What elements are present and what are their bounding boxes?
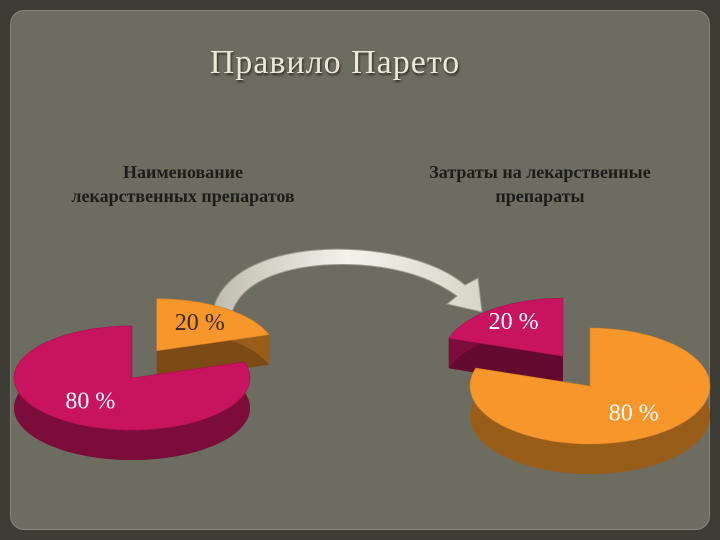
slice-top [13, 325, 251, 431]
chart-title: Наименование лекарственных препаратов [71, 162, 295, 206]
data-label: 80 % [65, 389, 115, 415]
slide-title: Правило Парето [209, 44, 461, 81]
pie-slice [469, 327, 711, 474]
chart-title: Затраты на лекарственные препараты [429, 162, 651, 206]
data-label: 20 % [175, 310, 225, 336]
pie-slice [13, 325, 251, 460]
slice-wall [448, 338, 563, 387]
slice-top [448, 297, 564, 357]
slice-top [156, 298, 270, 352]
arrow [212, 248, 483, 313]
data-label: 20 % [489, 309, 539, 335]
slice-top [469, 327, 711, 445]
slice-wall [156, 334, 269, 381]
data-label: 80 % [609, 401, 659, 427]
